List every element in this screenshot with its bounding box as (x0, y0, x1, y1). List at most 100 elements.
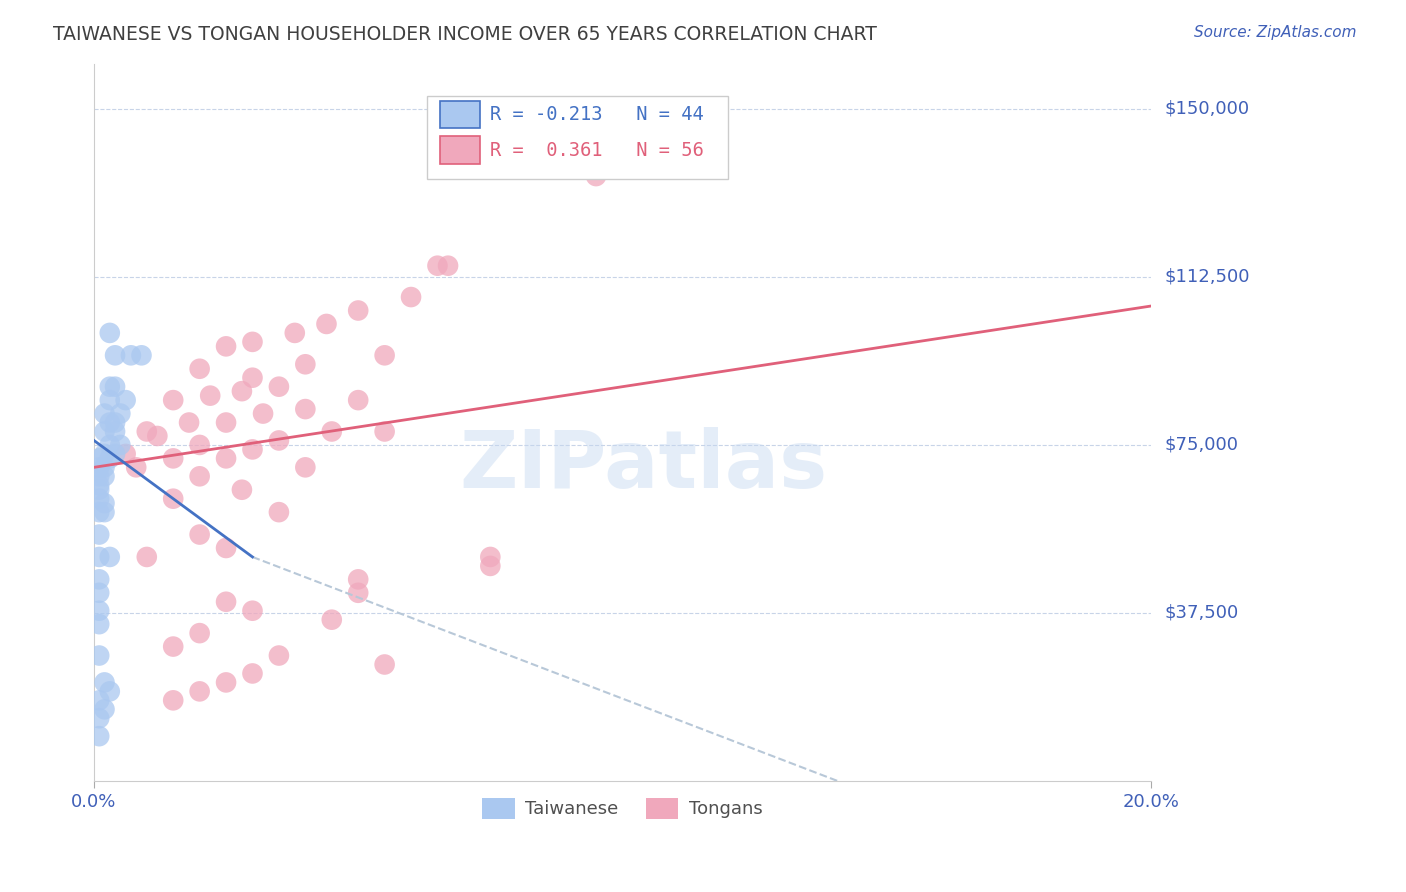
Point (114, 393, 136, 408)
Point (98, 549, 121, 564)
Point (89, 549, 111, 564)
Point (374, 348, 396, 362)
Point (188, 361, 211, 376)
Point (347, 586, 370, 600)
Text: Source: ZipAtlas.com: Source: ZipAtlas.com (1194, 25, 1357, 40)
Point (215, 416, 238, 430)
Point (89, 460, 111, 475)
Point (93, 675, 115, 690)
Point (110, 407, 132, 421)
Text: $150,000: $150,000 (1166, 100, 1250, 118)
Point (215, 541, 238, 555)
Point (294, 357, 316, 371)
Point (242, 370, 264, 384)
Point (585, 169, 607, 183)
Point (93, 496, 115, 510)
Point (321, 425, 343, 439)
Point (242, 442, 264, 457)
Point (267, 648, 290, 663)
Point (104, 425, 127, 439)
Point (89, 648, 111, 663)
Point (252, 407, 274, 421)
Point (104, 348, 127, 362)
Point (215, 339, 238, 353)
Point (374, 425, 396, 439)
Point (120, 348, 142, 362)
Point (188, 684, 211, 698)
Point (89, 505, 111, 519)
Point (104, 379, 127, 393)
Text: TAIWANESE VS TONGAN HOUSEHOLDER INCOME OVER 65 YEARS CORRELATION CHART: TAIWANESE VS TONGAN HOUSEHOLDER INCOME O… (53, 25, 877, 44)
Point (347, 393, 370, 408)
Point (98, 379, 121, 393)
Point (98, 393, 121, 408)
Point (104, 416, 127, 430)
Text: $75,000: $75,000 (1166, 436, 1239, 454)
Point (437, 259, 460, 273)
Text: ZIPatlas: ZIPatlas (460, 426, 828, 505)
Point (284, 326, 307, 340)
Point (479, 549, 502, 564)
Point (89, 483, 111, 497)
Point (242, 334, 264, 349)
Point (162, 451, 184, 466)
Point (347, 303, 370, 318)
Point (162, 491, 184, 506)
Point (162, 693, 184, 707)
Point (131, 348, 153, 362)
Point (89, 451, 111, 466)
Point (135, 425, 157, 439)
Point (267, 379, 290, 393)
Point (98, 416, 121, 430)
Point (162, 640, 184, 654)
Point (426, 259, 449, 273)
Point (98, 438, 121, 452)
Point (89, 573, 111, 587)
Point (89, 693, 111, 707)
Point (294, 460, 316, 475)
Point (215, 595, 238, 609)
FancyBboxPatch shape (427, 96, 728, 178)
Point (188, 527, 211, 541)
Point (200, 389, 222, 403)
Point (89, 617, 111, 632)
Point (93, 469, 115, 483)
Point (93, 460, 115, 475)
Point (114, 447, 136, 461)
Point (89, 729, 111, 743)
Point (135, 549, 157, 564)
Text: R = -0.213   N = 44: R = -0.213 N = 44 (491, 104, 704, 124)
Point (93, 505, 115, 519)
Point (89, 711, 111, 725)
Point (89, 586, 111, 600)
Point (374, 657, 396, 672)
Point (98, 684, 121, 698)
Point (104, 447, 127, 461)
Point (294, 402, 316, 417)
Point (215, 451, 238, 466)
Point (215, 675, 238, 690)
Point (231, 483, 253, 497)
Point (242, 666, 264, 681)
Point (347, 573, 370, 587)
Point (89, 478, 111, 492)
Point (267, 505, 290, 519)
Text: R =  0.361   N = 56: R = 0.361 N = 56 (491, 141, 704, 160)
Point (98, 326, 121, 340)
Point (89, 527, 111, 541)
Point (98, 451, 121, 466)
Point (188, 626, 211, 640)
Point (315, 317, 337, 331)
Bar (440, 101, 479, 128)
Point (321, 613, 343, 627)
Point (479, 558, 502, 573)
Text: $37,500: $37,500 (1166, 604, 1239, 622)
Point (93, 425, 115, 439)
Legend: Taiwanese, Tongans: Taiwanese, Tongans (475, 790, 770, 826)
Point (231, 384, 253, 399)
Point (242, 604, 264, 618)
Point (188, 438, 211, 452)
Point (110, 438, 132, 452)
Point (125, 460, 148, 475)
Point (146, 429, 169, 443)
